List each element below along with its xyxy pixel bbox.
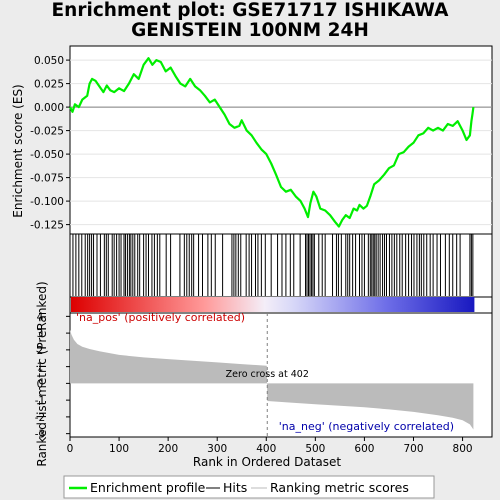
metric-x-tick-label: 600 bbox=[354, 443, 374, 455]
rank-color-bar bbox=[71, 297, 475, 312]
metric-y-tick-label: -1 bbox=[35, 395, 45, 407]
metric-x-tick-label: 300 bbox=[207, 443, 227, 455]
es-y-tick-label: -0.100 bbox=[30, 196, 64, 208]
metric-x-axis: 0 100 200 300 400 500 600 700 800 bbox=[67, 437, 473, 455]
es-y-tick-label: -0.025 bbox=[30, 126, 64, 138]
metric-y-axis-label: Ranked list metric (PreRanked) bbox=[35, 281, 49, 466]
metric-y-tick-label: -3 bbox=[35, 429, 45, 441]
ranking-metric-area bbox=[70, 329, 474, 430]
hit-marks bbox=[72, 234, 474, 296]
metric-y-tick-label: 3 bbox=[37, 328, 44, 340]
metric-y-tick-label: 1 bbox=[37, 362, 44, 374]
enrichment-profile-line bbox=[69, 57, 475, 228]
es-y-tick-label: -0.075 bbox=[30, 173, 64, 185]
chart-title: Enrichment plot: GSE71717 ISHIKAWA GENIS… bbox=[0, 1, 500, 41]
es-y-axis-label: Enrichment score (ES) bbox=[11, 84, 25, 217]
legend-metric-label: Ranking metric scores bbox=[270, 480, 409, 495]
metric-y-axis: 4 3 2 1 0 -1 -2 -3 bbox=[35, 311, 70, 441]
es-y-tick-label: 0.000 bbox=[34, 102, 64, 114]
zero-cross-label: Zero cross at 402 bbox=[226, 369, 309, 380]
es-y-tick-label: -0.050 bbox=[30, 149, 64, 161]
metric-y-tick-label: 4 bbox=[37, 311, 44, 323]
es-y-tick-label: 0.025 bbox=[34, 79, 64, 91]
metric-x-tick-label: 0 bbox=[67, 443, 74, 455]
metric-x-tick-label: 700 bbox=[403, 443, 423, 455]
positive-correlation-label: 'na_pos' (positively correlated) bbox=[76, 311, 245, 324]
metric-x-tick-label: 100 bbox=[109, 443, 129, 455]
metric-x-tick-label: 500 bbox=[305, 443, 325, 455]
metric-x-axis-label: Rank in Ordered Dataset bbox=[193, 455, 341, 469]
legend-box bbox=[63, 475, 435, 499]
legend-profile-label: Enrichment profile bbox=[90, 480, 206, 495]
metric-x-tick-label: 800 bbox=[453, 443, 473, 455]
legend: Enrichment profile Hits Ranking metric s… bbox=[63, 475, 435, 499]
metric-y-tick-label: -2 bbox=[35, 412, 45, 424]
negative-correlation-label: 'na_neg' (negatively correlated) bbox=[279, 420, 454, 433]
legend-hits-label: Hits bbox=[223, 480, 247, 495]
es-y-axis: 0.050 0.025 0.000 -0.025 -0.050 -0.075 -0.100 -… bbox=[30, 55, 70, 232]
metric-y-tick-label: 2 bbox=[37, 345, 44, 357]
chart-title-line-2: GENISTEIN 100NM 24H bbox=[131, 20, 369, 41]
metric-x-tick-label: 200 bbox=[158, 443, 178, 455]
es-y-tick-label: -0.125 bbox=[30, 220, 64, 232]
metric-y-tick-label: 0 bbox=[37, 378, 44, 390]
chart-title-line-1: Enrichment plot: GSE71717 ISHIKAWA bbox=[51, 0, 449, 21]
metric-x-tick-label: 400 bbox=[256, 443, 276, 455]
es-y-tick-label: 0.050 bbox=[34, 55, 64, 67]
